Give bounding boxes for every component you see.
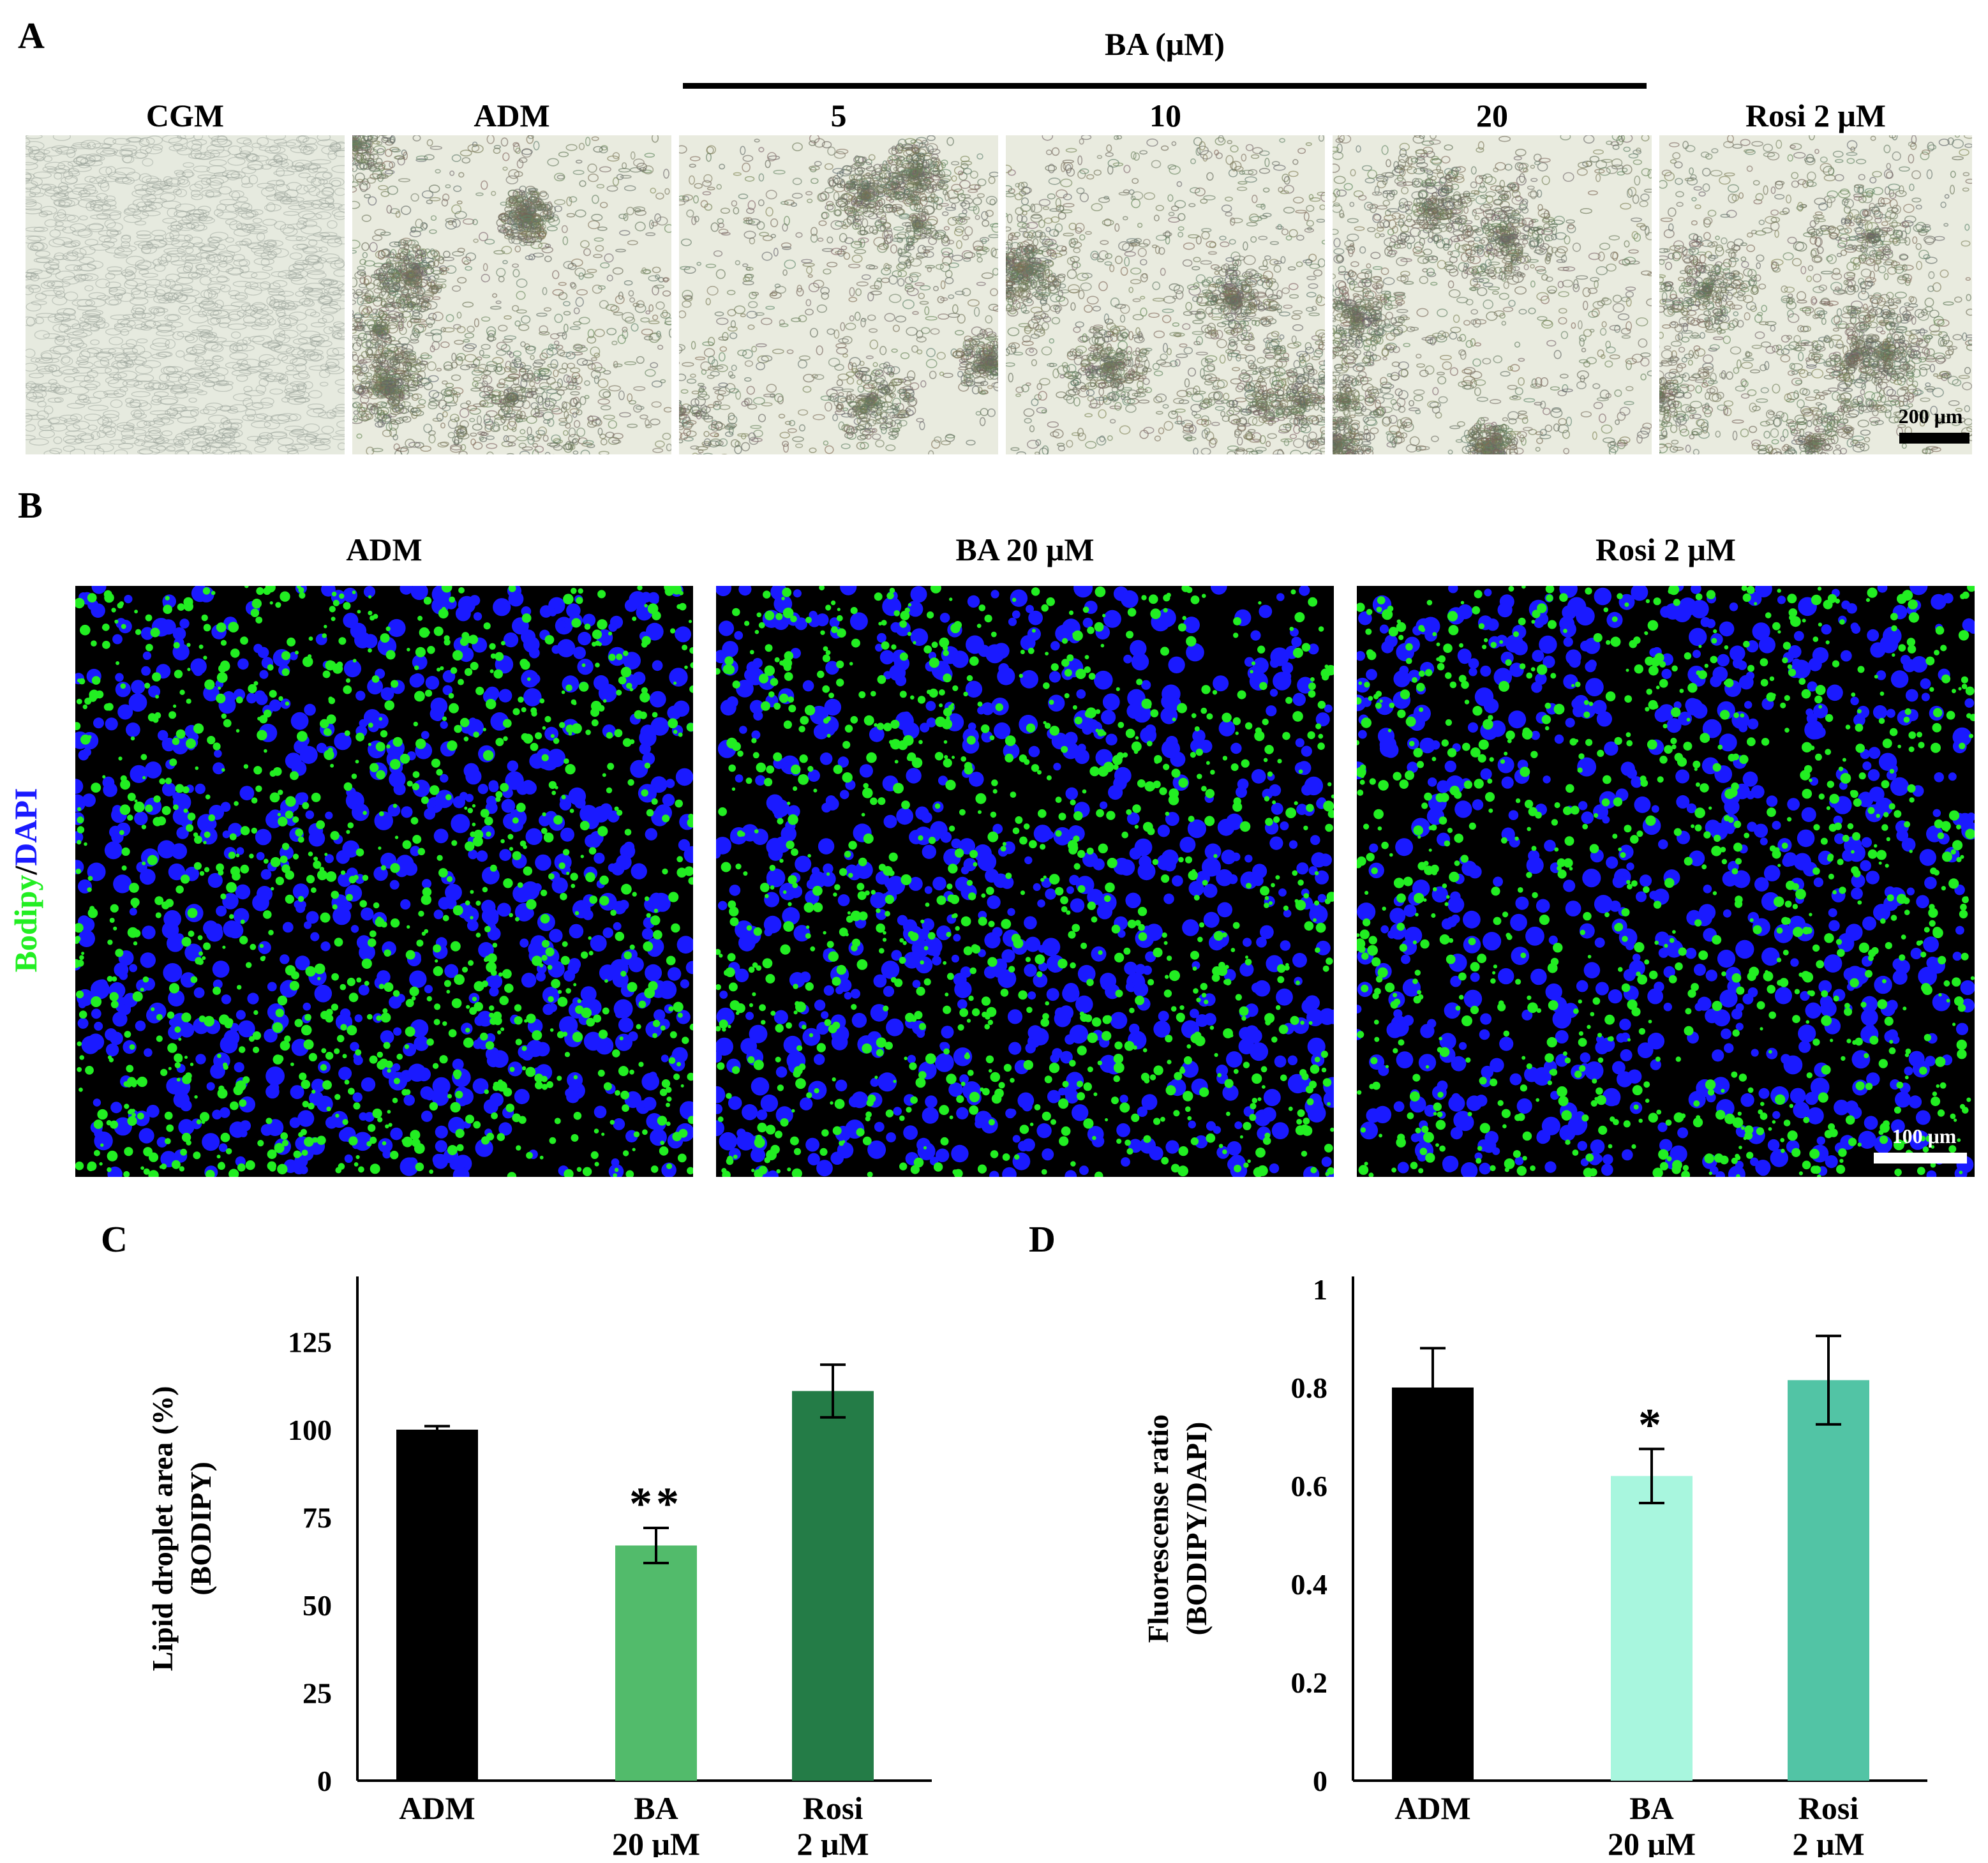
chart-c-category-label: ADM: [399, 1790, 475, 1826]
col-label-b-ba20: BA 20 μM: [955, 532, 1095, 567]
stain-label-bodipy: Bodipy: [8, 874, 43, 973]
col-label-ba-10: 10: [1149, 98, 1181, 133]
chart-d-bar: [1392, 1388, 1474, 1781]
chart-c-ytick-label: 25: [303, 1677, 332, 1710]
chart-c-ytick-label: 75: [303, 1502, 332, 1534]
chart-d-category-label: 2 μM: [1792, 1826, 1864, 1857]
brightfield-image-cgm: [26, 135, 345, 454]
panel-a-label: A: [18, 15, 45, 56]
scale-bar-200um: [1899, 433, 1969, 444]
chart-c-ytick-label: 100: [288, 1414, 332, 1446]
brightfield-image-ba-5: [679, 135, 998, 454]
chart-d-error-bar: [1639, 1448, 1664, 1504]
chart-d-bar: [1788, 1380, 1869, 1781]
chart-c-ytick-label: 50: [303, 1589, 332, 1622]
chart-d-ylabel-line: Fluorescense ratio: [1142, 1414, 1174, 1643]
fluorescence-image-adm: [75, 586, 693, 1177]
chart-c-error-bar: [643, 1527, 669, 1564]
chart-c-category-label: Rosi: [803, 1790, 863, 1826]
col-label-cgm: CGM: [146, 98, 225, 133]
chart-c-category-label: 2 μM: [796, 1826, 869, 1857]
chart-c: 0 25 50 75 100 125 Lipid droplet area (%) (BODI…: [146, 1276, 932, 1857]
fluorescence-image-rosi: [1357, 586, 1975, 1177]
col-label-rosi: Rosi 2 μM: [1745, 98, 1886, 133]
panel-b-label: B: [18, 484, 43, 526]
col-label-ba-20: 20: [1476, 98, 1508, 133]
chart-d-bar: [1611, 1476, 1693, 1781]
chart-d-error-bar: [1420, 1347, 1446, 1428]
brightfield-image-ba-20: [1333, 135, 1652, 454]
chart-c-ytick-label: 0: [317, 1765, 332, 1797]
chart-d-category-label: 20 μM: [1608, 1826, 1696, 1857]
chart-d-error-bar: [1816, 1335, 1841, 1426]
chart-c-ylabel-line: (BODIPY): [184, 1462, 217, 1596]
chart-c-error-bar: [424, 1425, 450, 1435]
chart-d-ytick-label: 0.6: [1291, 1470, 1328, 1502]
col-label-b-rosi: Rosi 2 μM: [1596, 532, 1736, 567]
scale-bar-100um: [1874, 1153, 1967, 1163]
chart-d-ytick-label: 0: [1313, 1765, 1327, 1797]
brightfield-image-rosi: [1659, 135, 1972, 454]
chart-c-bar: [396, 1430, 478, 1781]
fluorescence-image-ba20: [716, 586, 1334, 1177]
scale-bar-label-100um: 100 μm: [1892, 1125, 1957, 1148]
chart-c-significance-marker: **: [629, 1478, 683, 1529]
chart-d: 0 0.2 0.4 0.6 0.8 1 Fluorescense ratio (BODIPY/…: [1142, 1273, 1927, 1857]
panel-d-label: D: [1029, 1218, 1056, 1260]
chart-c-error-bar: [820, 1363, 846, 1419]
brightfield-image-ba-10: [1006, 135, 1325, 454]
stain-label-dapi: DAPI: [8, 788, 43, 866]
scale-bar-label-200um: 200 μm: [1898, 405, 1963, 428]
chart-c-bar: [792, 1391, 874, 1781]
chart-d-significance-marker: *: [1638, 1399, 1665, 1450]
chart-c-category-label: BA: [634, 1790, 678, 1826]
col-label-b-adm: ADM: [346, 532, 422, 567]
chart-d-category-label: ADM: [1394, 1790, 1470, 1826]
chart-d-category-label: BA: [1629, 1790, 1673, 1826]
chart-c-ylabel-line: Lipid droplet area (%): [146, 1386, 179, 1672]
chart-c-ytick-label: 125: [288, 1326, 332, 1359]
chart-c-category-label: 20 μM: [612, 1826, 700, 1857]
ba-group-label: BA (μM): [1104, 26, 1225, 62]
brightfield-image-adm: [352, 135, 671, 454]
chart-d-ylabel-line: (BODIPY/DAPI): [1180, 1422, 1213, 1636]
chart-c-bar: [615, 1545, 697, 1781]
chart-d-ytick-label: 0.8: [1291, 1372, 1328, 1404]
chart-d-ytick-label: 0.2: [1291, 1666, 1328, 1699]
panel-c-label: C: [101, 1218, 128, 1260]
col-label-ba-5: 5: [830, 98, 847, 133]
chart-d-ytick-label: 1: [1313, 1273, 1327, 1306]
col-label-adm: ADM: [474, 98, 550, 133]
stain-label-separator: /: [8, 865, 43, 875]
chart-d-category-label: Rosi: [1798, 1790, 1859, 1826]
chart-d-ytick-label: 0.4: [1291, 1568, 1328, 1601]
ba-group-bracket-line: [683, 83, 1647, 89]
